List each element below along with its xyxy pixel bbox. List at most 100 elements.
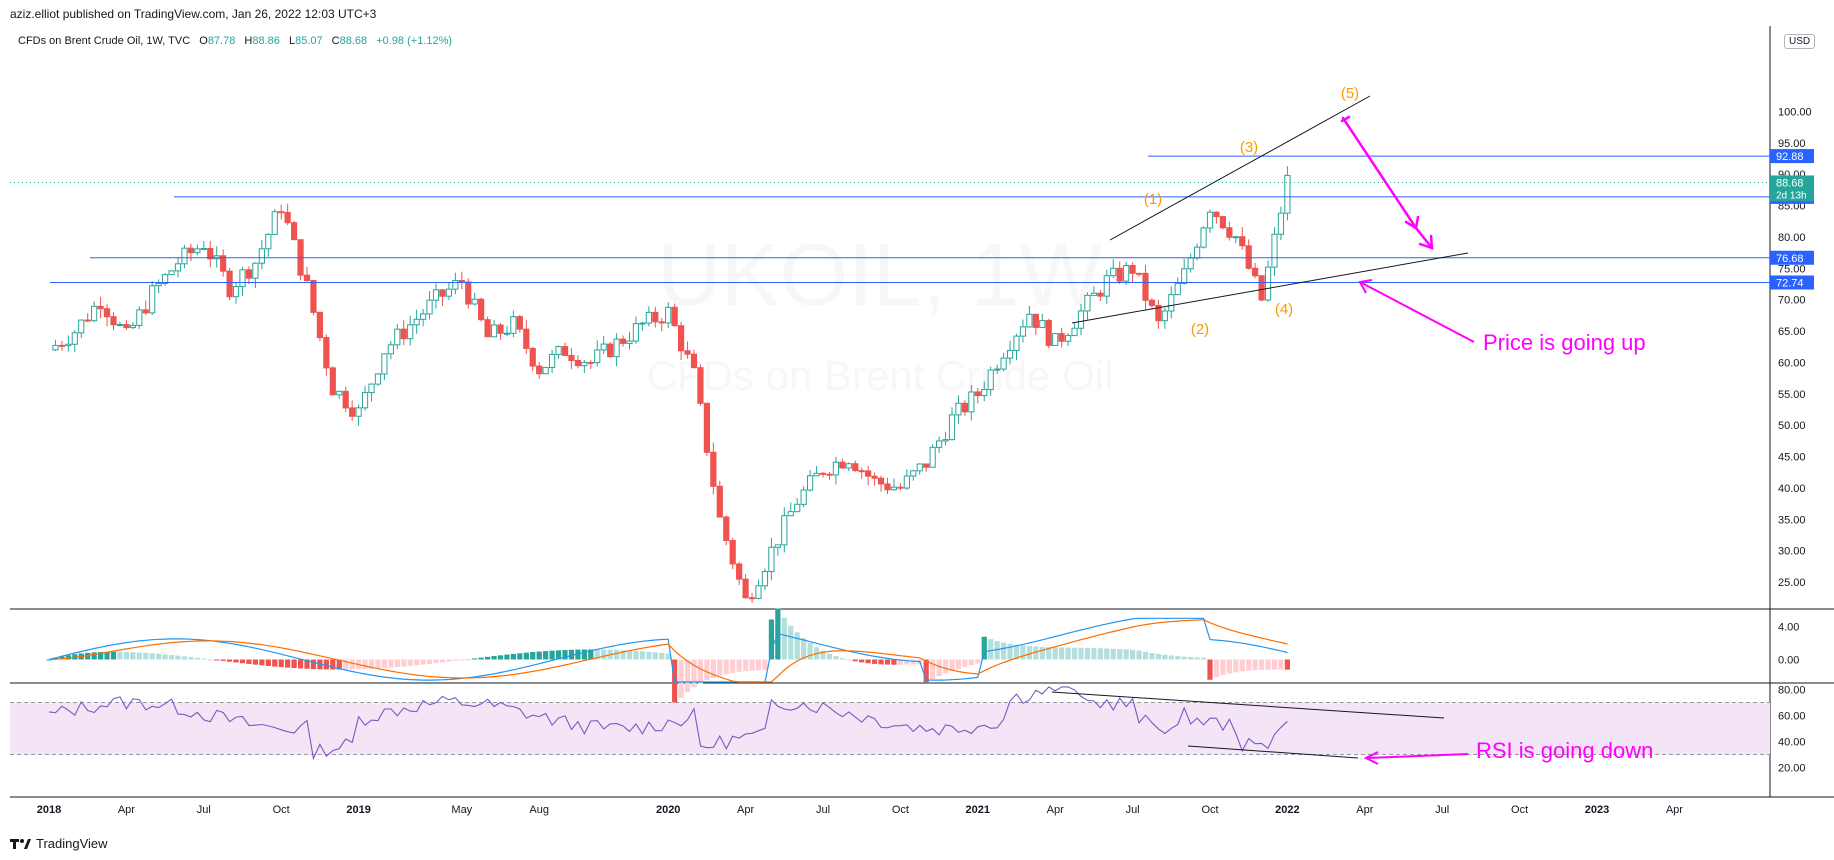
macd-histogram-bar [349,659,355,670]
candle-body [1052,333,1059,346]
candle-body [258,248,265,264]
watermark-name: CFDs on Brent Crude Oil [647,352,1114,399]
rsi-divergence-upper [1051,691,1445,719]
price-level-label: 72.74 [1776,277,1804,289]
candle-body [336,390,343,396]
annotation-arrow-rsi [1367,753,1469,759]
candle-body [987,369,994,390]
low-value: 85.07 [295,35,323,47]
macd-histogram-bar [1252,659,1258,671]
macd-histogram-bar [1207,659,1213,680]
candle-body [207,247,214,260]
macd-histogram-bar [214,659,220,661]
macd-histogram-bar [278,659,284,668]
macd-histogram-bar [633,650,639,660]
macd-histogram-bar [1104,648,1110,660]
projection-segment [1414,226,1434,250]
currency-badge[interactable]: USD [1784,34,1816,49]
macd-histogram-bar [988,639,994,660]
macd-histogram-bar [1226,659,1232,674]
macd-histogram-bar [749,659,755,671]
symbol-legend: CFDs on Brent Crude Oil, 1W, TVC O87.78 … [18,35,452,47]
macd-tick-label: 0.00 [1778,655,1799,667]
candle-body [323,337,330,369]
candle-body [484,319,491,338]
candle-body [690,353,698,369]
candle-body [536,365,543,375]
macd-histogram-bar [962,659,968,667]
candle-body [916,463,923,472]
countdown-label: 2d 13h [1776,190,1807,201]
macd-histogram-bar [923,659,929,683]
price-tick-label: 100.00 [1778,106,1812,118]
candle-body [923,463,930,468]
macd-histogram-bar [394,659,400,668]
time-tick-label: May [451,804,472,816]
macd-histogram-bar [110,651,117,660]
candle-body [1039,320,1046,328]
candle-body [181,247,188,265]
macd-histogram-bar [872,659,878,664]
candle-body [349,407,356,417]
macd-histogram-bar [859,659,865,663]
candles-group [52,166,1291,604]
macd-histogram-bar [762,659,768,671]
macd-histogram-bar [710,659,716,678]
candle-body [1000,357,1007,370]
macd-histogram-bar [1110,648,1116,660]
candle-body [1219,216,1227,229]
candle-body [542,366,549,375]
candle-body [103,308,111,318]
candle-body [568,354,575,362]
macd-histogram-bar [1200,657,1207,660]
macd-histogram-bar [936,659,942,676]
elliott-wave-label: (4) [1275,301,1293,318]
macd-histogram-bar [194,657,200,660]
candle-body [910,470,917,477]
macd-histogram-bar [1168,655,1174,660]
candle-body [523,328,530,349]
published-caption: aziz.elliot published on TradingView.com… [10,7,377,21]
last-price-label: 88.68 [1776,177,1804,189]
macd-histogram-bar [717,659,723,676]
macd-histogram-bar [826,653,833,660]
time-tick-label: Apr [1047,804,1064,816]
candle-body [581,361,588,367]
candle-body [123,323,130,329]
macd-histogram-bar [297,659,304,669]
candle-body [549,353,556,368]
price-level-badge [1770,149,1814,164]
elliott-wave-label: (5) [1341,85,1359,102]
candle-body [329,367,336,396]
macd-histogram-bar [414,659,420,666]
time-tick-label: Jul [1435,804,1449,816]
macd-histogram-bar [691,659,697,688]
macd-histogram-bar [1123,649,1129,660]
macd-histogram-bar [755,659,762,671]
macd-tick-label: 4.00 [1778,622,1799,634]
candle-body [400,328,407,340]
macd-histogram-bar [588,649,594,660]
candle-body [955,402,962,416]
macd-histogram-bar [878,659,884,665]
candle-body [200,247,207,250]
macd-histogram-bar [239,659,246,664]
candle-body [71,332,78,345]
macd-histogram-bar [98,652,104,660]
price-tick-label: 25.00 [1778,577,1806,589]
candle-body [252,262,259,279]
candle-body [91,305,98,322]
time-tick-label: Oct [273,804,290,816]
candle-body [187,247,195,254]
macd-histogram-bar [252,659,258,665]
macd-histogram-bar [1233,659,1239,673]
price-tick-label: 50.00 [1778,420,1806,432]
macd-histogram-bar [839,658,845,660]
macd-histogram-bar [1117,649,1123,660]
macd-histogram-bar [884,659,891,665]
candle-body [729,539,736,565]
macd-histogram-bar [227,659,233,662]
time-tick-label: Oct [892,804,909,816]
macd-histogram-bar [85,652,91,660]
